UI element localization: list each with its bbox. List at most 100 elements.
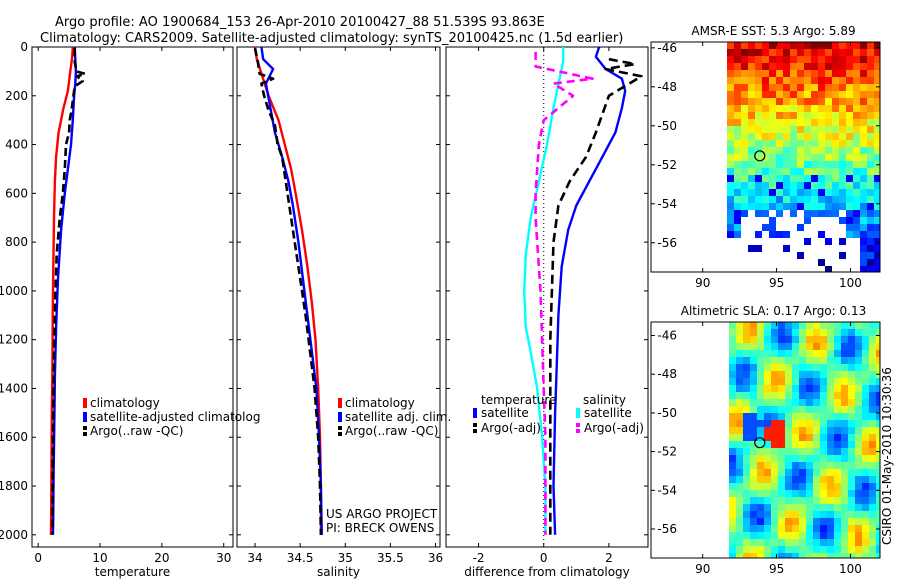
map-cell <box>792 518 799 525</box>
map-cell <box>797 70 804 77</box>
map-cell <box>785 553 792 558</box>
map-cell <box>792 469 799 476</box>
map-cell <box>820 329 827 336</box>
map-cell <box>848 462 855 469</box>
map-cell <box>811 196 818 203</box>
y-tick-label: 600 <box>5 186 28 200</box>
map-cell <box>785 343 792 350</box>
map-cell <box>743 518 750 525</box>
map-cell <box>734 42 741 49</box>
map-cell <box>785 448 792 455</box>
map-cell <box>757 504 764 511</box>
map-cell <box>764 350 771 357</box>
map-cell <box>813 469 820 476</box>
sla-map-panel: Altimetric SLA: 0.17 Argo: 0.13 -46 -48 -50… <box>650 304 881 576</box>
map-cell <box>755 42 762 49</box>
map-cell <box>743 343 750 350</box>
map-cell <box>762 189 769 196</box>
map-cell <box>839 175 846 182</box>
map-cell <box>846 140 853 147</box>
map-cell <box>876 539 880 546</box>
map-cell <box>750 343 757 350</box>
map-cell <box>736 490 743 497</box>
map-cell <box>832 210 839 217</box>
map-cell <box>827 420 834 427</box>
map-cell <box>736 525 743 532</box>
map-cell <box>874 259 880 266</box>
map-cell <box>811 84 818 91</box>
map-cell <box>750 525 757 532</box>
map-cell <box>743 497 750 504</box>
map-cell <box>729 546 736 553</box>
map-cell <box>755 63 762 70</box>
map-cell <box>743 336 750 343</box>
map-cell <box>755 98 762 105</box>
map-cell <box>799 490 806 497</box>
map-cell <box>846 182 853 189</box>
map-cell <box>848 343 855 350</box>
map-cell <box>757 385 764 392</box>
map-cell <box>834 385 841 392</box>
map-cell <box>834 532 841 539</box>
map-cell <box>792 525 799 532</box>
map-cell <box>734 154 741 161</box>
map-cell <box>804 119 811 126</box>
map-cell <box>783 126 790 133</box>
map-cell <box>729 532 736 539</box>
map-cell <box>834 399 841 406</box>
map-cell <box>804 161 811 168</box>
map-cell <box>797 161 804 168</box>
map-cell <box>771 539 778 546</box>
map-cell <box>771 413 778 420</box>
map-cell <box>846 77 853 84</box>
map-cell <box>764 385 771 392</box>
map-cell <box>727 175 734 182</box>
map-cell <box>853 119 860 126</box>
map-cell <box>792 434 799 441</box>
map-cell <box>757 406 764 413</box>
map-cell <box>771 476 778 483</box>
map-cell <box>825 98 832 105</box>
map-cell <box>729 483 736 490</box>
map-cell <box>734 70 741 77</box>
map-cell <box>841 434 848 441</box>
map-cell <box>853 161 860 168</box>
map-cell <box>839 168 846 175</box>
map-cell <box>804 42 811 49</box>
map-cell <box>799 385 806 392</box>
map-cell <box>799 525 806 532</box>
map-cell <box>743 406 750 413</box>
map-cell <box>797 119 804 126</box>
map-cell <box>811 175 818 182</box>
map-cell <box>736 539 743 546</box>
map-cell <box>769 98 776 105</box>
map-cell <box>755 126 762 133</box>
map-cell <box>806 343 813 350</box>
map-cell <box>869 518 876 525</box>
map-cell <box>876 469 880 476</box>
map-cell <box>806 406 813 413</box>
map-cell <box>727 189 734 196</box>
map-cell <box>860 154 867 161</box>
map-cell <box>853 70 860 77</box>
map-cell <box>797 105 804 112</box>
map-cell <box>834 448 841 455</box>
map-cell <box>783 49 790 56</box>
x-tick-label: 90 <box>695 276 710 290</box>
series-line-argo-raw-qc <box>51 48 87 535</box>
map-cell <box>778 511 785 518</box>
map-cell <box>813 427 820 434</box>
map-cell <box>832 133 839 140</box>
map-cell <box>757 462 764 469</box>
map-cell <box>806 525 813 532</box>
map-cell <box>813 504 820 511</box>
map-cell <box>750 462 757 469</box>
map-cell <box>869 364 876 371</box>
map-cell <box>785 350 792 357</box>
map-cell <box>797 203 804 210</box>
map-cell <box>827 399 834 406</box>
map-cell <box>806 336 813 343</box>
map-cell <box>811 154 818 161</box>
map-cell <box>874 91 880 98</box>
map-cell <box>855 448 862 455</box>
